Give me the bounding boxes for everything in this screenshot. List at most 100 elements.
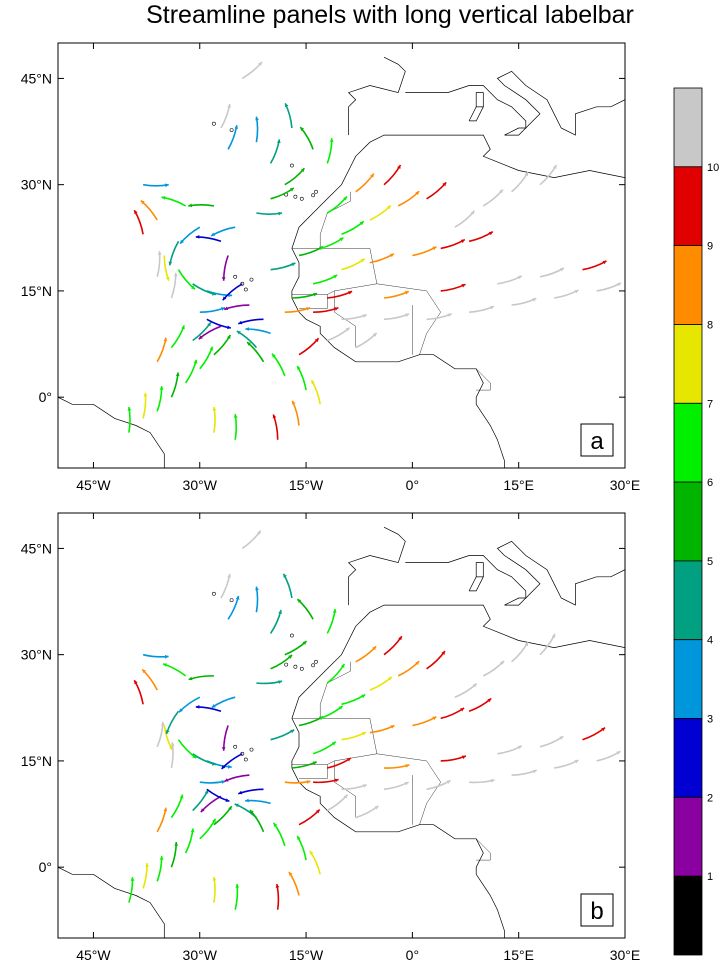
streamline-arrow — [238, 320, 243, 325]
streamline-arrow — [212, 761, 216, 766]
streamline — [383, 164, 402, 186]
streamline — [553, 759, 579, 769]
lon-tick-label: 15°W — [289, 477, 324, 493]
streamline — [269, 609, 282, 634]
country-border — [476, 838, 491, 861]
streamline — [511, 171, 529, 193]
coastline — [468, 576, 484, 592]
island — [243, 287, 248, 292]
island — [243, 757, 248, 762]
streamline-arrow — [255, 116, 259, 121]
streamline-arrow — [517, 275, 522, 280]
streamline-arrow — [398, 636, 402, 641]
streamline — [220, 573, 231, 599]
streamline-arrow — [272, 353, 276, 358]
coastline — [405, 540, 625, 606]
lon-tick-label: 30°E — [610, 477, 641, 493]
streamline-arrow — [227, 573, 231, 578]
panel-label-box — [580, 423, 614, 457]
streamline — [291, 761, 318, 769]
streamline-arrow — [524, 642, 528, 647]
streamline-arrow — [315, 809, 320, 814]
streamline — [140, 199, 158, 221]
streamline — [256, 212, 283, 215]
streamline-arrow — [532, 769, 537, 774]
streamline — [156, 337, 167, 363]
streamline — [236, 330, 258, 349]
streamline — [296, 598, 314, 620]
streamline-arrow — [517, 745, 522, 750]
streamline — [511, 641, 529, 663]
streamline-arrow — [278, 610, 282, 614]
streamline-arrow — [551, 633, 556, 638]
streamline-arrow — [559, 736, 564, 740]
streamline-arrow — [235, 595, 240, 600]
map-content — [58, 526, 625, 938]
streamline — [224, 774, 250, 783]
streamline — [222, 283, 243, 301]
streamline-arrow — [233, 414, 238, 418]
streamline — [497, 745, 523, 755]
island — [289, 163, 294, 168]
streamline-arrow — [289, 188, 294, 192]
island — [240, 281, 245, 286]
labelbar-label: 4 — [707, 635, 713, 647]
streamline — [426, 181, 447, 200]
country-border — [291, 294, 328, 309]
island — [314, 189, 318, 194]
streamline — [188, 675, 214, 681]
streamline-arrow — [191, 285, 195, 290]
streamline-arrow — [405, 313, 410, 317]
streamline — [255, 116, 259, 143]
streamline — [299, 126, 314, 150]
streamline — [313, 778, 339, 784]
coastline — [475, 92, 484, 108]
streamline — [170, 794, 184, 819]
streamline-arrow — [238, 790, 243, 795]
streamline — [133, 209, 144, 235]
streamline — [397, 190, 420, 207]
coastline — [475, 562, 484, 578]
streamline-arrow — [338, 706, 343, 710]
streamline — [142, 653, 169, 658]
panel-label: b — [590, 898, 603, 925]
island — [211, 591, 216, 596]
streamline — [156, 721, 164, 748]
streamline-arrow — [313, 292, 318, 297]
streamline — [369, 204, 392, 221]
streamline — [482, 188, 504, 207]
streamline-arrow — [198, 335, 203, 340]
streamline-arrow — [334, 778, 339, 783]
streamline-arrow — [292, 400, 296, 405]
streamline — [270, 262, 296, 271]
streamline-arrow — [245, 327, 249, 331]
country-border — [376, 283, 441, 355]
streamline — [234, 884, 239, 910]
streamline-arrow — [159, 856, 164, 860]
streamline-arrow — [500, 660, 504, 665]
streamline-arrow — [273, 822, 278, 827]
streamline — [206, 788, 230, 803]
streamline — [369, 676, 393, 691]
streamline-arrow — [405, 764, 410, 768]
streamline-arrow — [204, 790, 209, 794]
streamline — [210, 226, 236, 237]
streamline — [454, 210, 476, 228]
labelbar-box — [673, 166, 703, 247]
streamline-arrow — [362, 314, 367, 318]
streamline-arrow — [278, 680, 282, 684]
streamline-arrow — [159, 386, 164, 390]
island — [289, 633, 294, 638]
streamline-arrow — [334, 307, 339, 311]
streamline-arrow — [174, 842, 179, 846]
streamline — [383, 781, 409, 791]
country-border — [291, 764, 328, 779]
streamline-arrow — [221, 307, 225, 311]
streamline-arrow — [374, 805, 379, 810]
country-border — [291, 661, 351, 719]
lat-tick-label: 30°N — [21, 647, 52, 663]
streamline — [312, 741, 337, 755]
streamline — [312, 274, 338, 285]
coastline — [504, 127, 527, 136]
streamline — [223, 304, 250, 311]
